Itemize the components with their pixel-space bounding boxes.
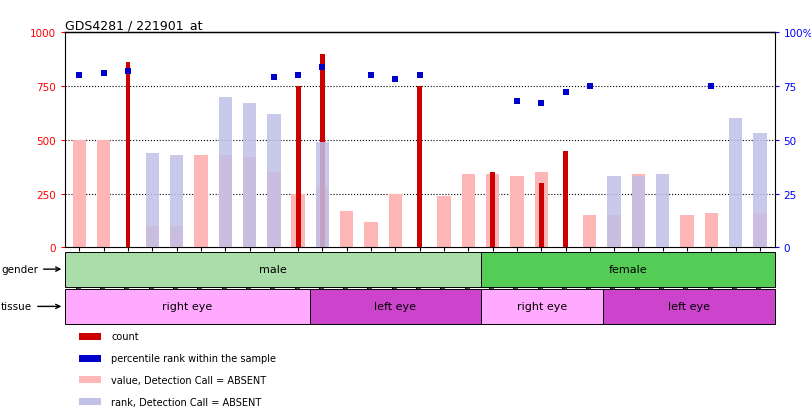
Bar bbox=[491, 173, 495, 248]
Bar bbox=[170, 155, 183, 248]
FancyBboxPatch shape bbox=[310, 289, 481, 324]
Bar bbox=[340, 211, 354, 248]
Bar bbox=[79, 333, 101, 340]
Bar bbox=[291, 194, 305, 248]
Bar bbox=[97, 140, 110, 248]
Bar bbox=[607, 216, 620, 248]
Bar bbox=[607, 177, 620, 248]
Bar bbox=[729, 119, 742, 248]
Bar bbox=[146, 226, 159, 248]
Bar bbox=[486, 175, 500, 248]
Bar bbox=[73, 140, 86, 248]
Text: count: count bbox=[111, 332, 139, 342]
Bar bbox=[534, 173, 548, 248]
Bar bbox=[680, 216, 693, 248]
Bar bbox=[656, 175, 669, 248]
Bar bbox=[267, 115, 281, 248]
Bar bbox=[79, 377, 101, 384]
Bar bbox=[126, 63, 131, 248]
Bar bbox=[146, 153, 159, 248]
FancyBboxPatch shape bbox=[481, 289, 603, 324]
Bar bbox=[195, 155, 208, 248]
Bar bbox=[753, 214, 766, 248]
FancyBboxPatch shape bbox=[65, 289, 310, 324]
Bar bbox=[418, 87, 422, 248]
Text: right eye: right eye bbox=[517, 301, 567, 312]
Text: percentile rank within the sample: percentile rank within the sample bbox=[111, 354, 277, 363]
Bar bbox=[563, 151, 568, 248]
Bar bbox=[388, 194, 402, 248]
Bar bbox=[219, 155, 232, 248]
Bar bbox=[296, 87, 301, 248]
Text: right eye: right eye bbox=[162, 301, 212, 312]
Text: left eye: left eye bbox=[374, 301, 416, 312]
Bar bbox=[437, 196, 451, 248]
Bar bbox=[79, 355, 101, 362]
FancyBboxPatch shape bbox=[65, 252, 481, 287]
FancyBboxPatch shape bbox=[603, 289, 775, 324]
Bar bbox=[315, 188, 329, 248]
Text: male: male bbox=[259, 264, 287, 275]
Bar bbox=[315, 142, 329, 248]
Bar bbox=[510, 177, 524, 248]
FancyBboxPatch shape bbox=[481, 252, 775, 287]
Bar bbox=[242, 158, 256, 248]
Text: gender: gender bbox=[1, 264, 60, 275]
Text: GDS4281 / 221901_at: GDS4281 / 221901_at bbox=[65, 19, 203, 32]
Bar bbox=[632, 177, 645, 248]
Text: female: female bbox=[608, 264, 647, 275]
Bar bbox=[170, 226, 183, 248]
Text: value, Detection Call = ABSENT: value, Detection Call = ABSENT bbox=[111, 375, 266, 385]
Text: left eye: left eye bbox=[668, 301, 710, 312]
Bar bbox=[705, 214, 718, 248]
Bar bbox=[753, 134, 766, 248]
Bar bbox=[320, 55, 325, 248]
Bar bbox=[632, 175, 645, 248]
Bar bbox=[583, 216, 597, 248]
Bar bbox=[539, 183, 543, 248]
Bar bbox=[242, 104, 256, 248]
Bar bbox=[364, 222, 378, 248]
Bar bbox=[461, 175, 475, 248]
Bar bbox=[219, 97, 232, 248]
Bar bbox=[267, 173, 281, 248]
Bar bbox=[79, 398, 101, 405]
Text: tissue: tissue bbox=[1, 301, 60, 312]
Text: rank, Detection Call = ABSENT: rank, Detection Call = ABSENT bbox=[111, 397, 261, 407]
